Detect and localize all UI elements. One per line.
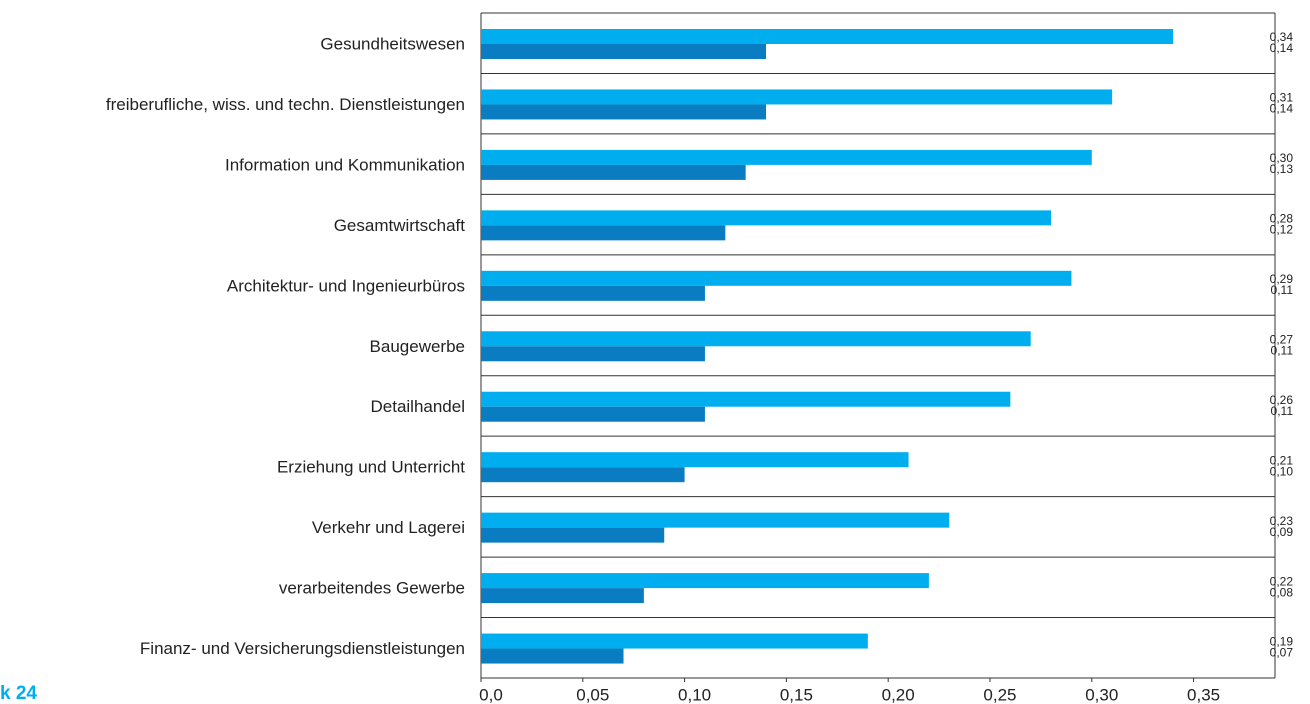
value-label: 0,11	[1271, 343, 1294, 357]
value-label: 0,08	[1270, 585, 1294, 599]
bar	[481, 164, 746, 180]
bar	[481, 573, 929, 589]
value-label: 0,34	[1270, 30, 1294, 44]
bar	[481, 391, 1011, 407]
x-tick-label: 0,0	[479, 685, 503, 704]
category-label: Gesundheitswesen	[320, 34, 465, 53]
bar	[481, 210, 1052, 226]
value-label: 0,23	[1270, 514, 1294, 528]
category-label: Erziehung und Unterricht	[277, 458, 465, 477]
bar	[481, 588, 644, 604]
category-label: Architektur- und Ingenieurbüros	[227, 276, 465, 295]
bar	[481, 89, 1113, 105]
category-label: verarbeitendes Gewerbe	[279, 579, 465, 598]
value-label: 0,11	[1271, 404, 1294, 418]
bar	[481, 346, 705, 362]
x-tick-label: 0,25	[983, 685, 1016, 704]
value-label: 0,07	[1270, 646, 1294, 660]
bar	[481, 29, 1174, 44]
bar	[481, 270, 1072, 286]
category-label: Detailhandel	[370, 397, 465, 416]
value-label: 0,28	[1270, 212, 1294, 226]
x-tick-label: 0,15	[780, 685, 813, 704]
figure-label: k 24	[0, 683, 37, 704]
bar	[481, 648, 624, 664]
value-label: 0,11	[1271, 283, 1294, 297]
x-tick-label: 0,30	[1085, 685, 1118, 704]
bar	[481, 44, 767, 59]
category-label: Baugewerbe	[370, 337, 465, 356]
bar	[481, 331, 1031, 347]
value-label: 0,26	[1270, 393, 1294, 407]
category-label: Verkehr und Lagerei	[312, 518, 465, 537]
category-label: Finanz- und Versicherungsdienstleistunge…	[140, 639, 465, 658]
value-label: 0,13	[1270, 162, 1294, 176]
bar	[481, 527, 665, 543]
x-tick-label: 0,20	[882, 685, 915, 704]
value-label: 0,14	[1270, 41, 1294, 55]
bar	[481, 452, 909, 468]
bar	[481, 512, 950, 528]
value-label: 0,31	[1270, 91, 1294, 105]
bar	[481, 149, 1092, 165]
category-label: Information und Kommunikation	[225, 155, 465, 174]
category-label: Gesamtwirtschaft	[334, 216, 466, 235]
x-tick-label: 0,10	[678, 685, 711, 704]
bar	[481, 467, 685, 483]
value-label: 0,30	[1270, 151, 1294, 165]
x-tick-label: 0,05	[576, 685, 609, 704]
value-label: 0,29	[1270, 272, 1294, 286]
value-label: 0,19	[1270, 635, 1294, 649]
value-label: 0,10	[1270, 464, 1294, 478]
value-label: 0,12	[1270, 223, 1294, 237]
bar	[481, 406, 705, 422]
bar	[481, 633, 868, 649]
x-tick-label: 0,35	[1187, 685, 1220, 704]
bar	[481, 225, 726, 241]
bar	[481, 285, 705, 301]
value-label: 0,22	[1270, 574, 1294, 588]
bar	[481, 104, 767, 120]
value-label: 0,27	[1270, 332, 1294, 346]
value-label: 0,21	[1270, 453, 1294, 467]
value-label: 0,09	[1270, 525, 1294, 539]
value-label: 0,14	[1270, 102, 1294, 116]
category-label: freiberufliche, wiss. und techn. Dienstl…	[106, 95, 465, 114]
